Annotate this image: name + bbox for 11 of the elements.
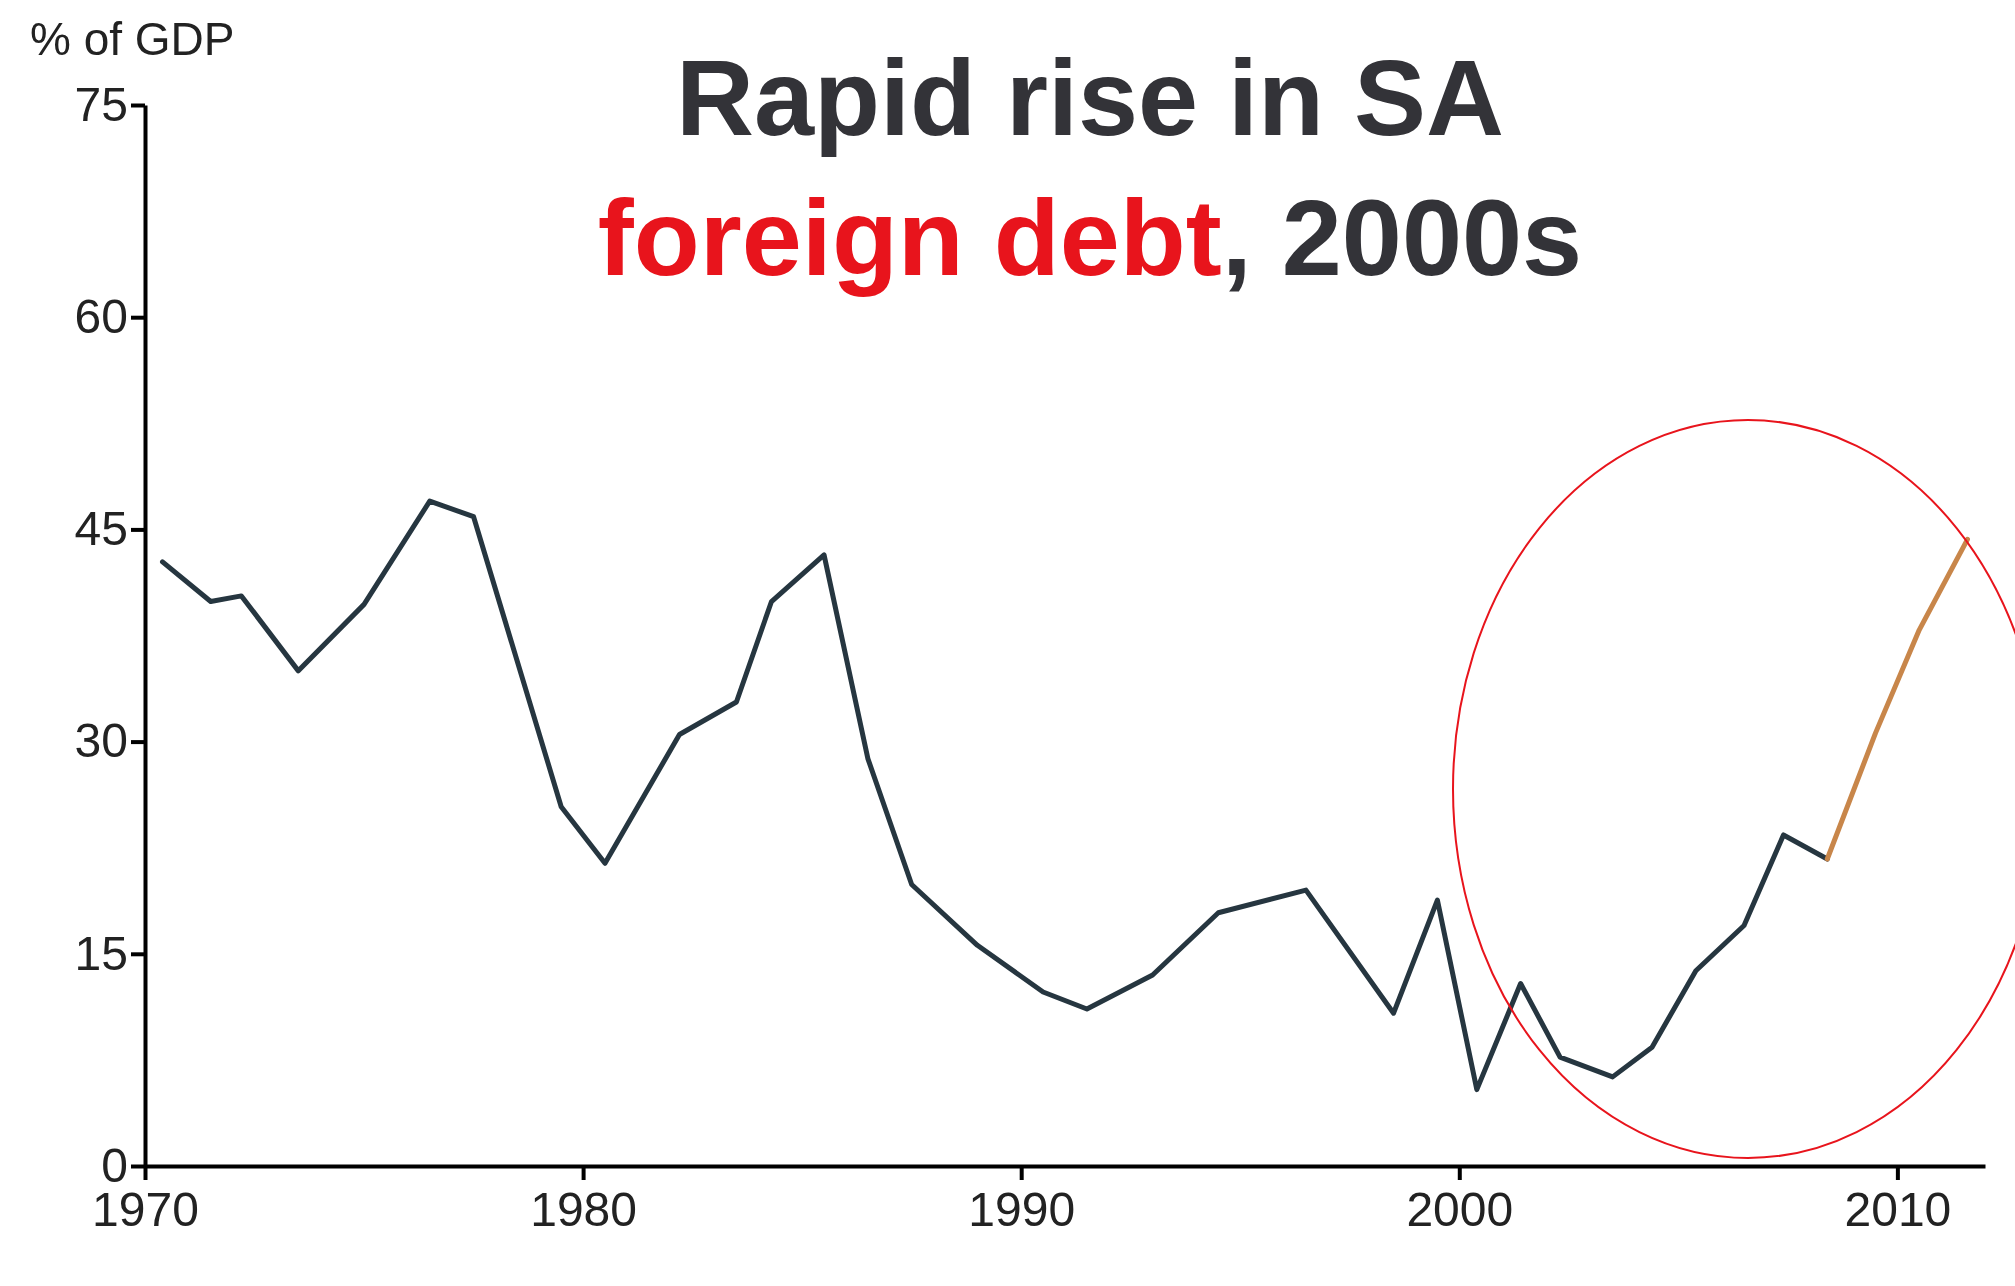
x-tick-label: 2010 [1844, 1183, 1952, 1237]
y-tick-label: 30 [74, 714, 128, 768]
x-tick-label: 2000 [1406, 1183, 1514, 1237]
y-axis-title: % of GDP [30, 13, 235, 65]
y-tick-label: 75 [74, 77, 128, 131]
chart-title: Rapid rise in SA foreign debt, 2000s [597, 37, 1583, 298]
y-tick-label: 60 [74, 290, 128, 344]
y-tick-label: 45 [74, 502, 128, 556]
x-tick-label: 1990 [968, 1183, 1076, 1237]
x-tick-label: 1980 [530, 1183, 637, 1237]
y-tick-label: 15 [74, 926, 128, 980]
